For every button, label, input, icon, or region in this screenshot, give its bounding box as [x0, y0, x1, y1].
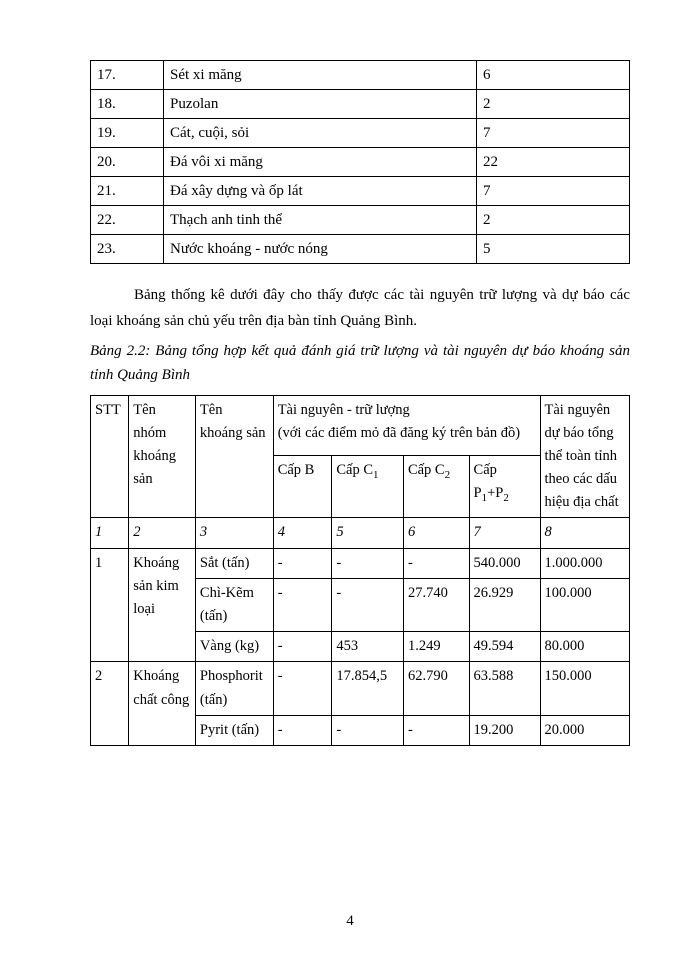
table-row: 21. Đá xây dựng và ốp lát 7 — [91, 177, 630, 206]
cell-capC2: - — [403, 548, 469, 578]
mineral-types-tbody: 17. Sét xi măng 6 18. Puzolan 2 19. Cát,… — [91, 61, 630, 264]
table-row: 20. Đá vôi xi măng 22 — [91, 148, 630, 177]
hdr-tai-nguyen-sub: (với các điểm mỏ đã đăng ký trên bản đồ) — [278, 425, 520, 441]
cell-capB: - — [273, 548, 332, 578]
cell-name: Nước khoáng - nước nóng — [164, 235, 477, 264]
cell-capB: - — [273, 715, 332, 745]
cell-num: 23. — [91, 235, 164, 264]
cell-capC2: 62.790 — [403, 662, 469, 715]
col-idx: 6 — [403, 518, 469, 548]
cell-khoang: Chì-Kẽm (tấn) — [195, 578, 273, 631]
cell-nhom: Khoáng sản kim loại — [129, 548, 196, 662]
table-row: 19. Cát, cuội, sỏi 7 — [91, 119, 630, 148]
cell-capC1: - — [332, 578, 404, 631]
table-row: 22. Thạch anh tinh thể 2 — [91, 206, 630, 235]
cell-name: Thạch anh tinh thể — [164, 206, 477, 235]
cell-capP: 19.200 — [469, 715, 540, 745]
table-caption: Bảng 2.2: Bảng tổng hợp kết quả đánh giá… — [90, 339, 630, 387]
cell-num: 21. — [91, 177, 164, 206]
cell-name: Đá vôi xi măng — [164, 148, 477, 177]
cell-num: 22. — [91, 206, 164, 235]
body-paragraph: Bảng thống kê dưới đây cho thấy được các… — [90, 282, 630, 335]
col-idx: 2 — [129, 518, 196, 548]
cell-capC2: 27.740 — [403, 578, 469, 631]
hdr-khoang: Tên khoáng sản — [195, 395, 273, 518]
cell-capC1: - — [332, 548, 404, 578]
col-idx: 8 — [540, 518, 629, 548]
hdr-tn: Tài nguyên dự báo tổng thể toàn tỉnh the… — [540, 395, 629, 518]
cell-stt: 2 — [91, 662, 129, 746]
cell-val: 22 — [477, 148, 630, 177]
cell-val: 2 — [477, 206, 630, 235]
cell-khoang: Phosphorit (tấn) — [195, 662, 273, 715]
cell-val: 6 — [477, 61, 630, 90]
cell-capC1: 17.854,5 — [332, 662, 404, 715]
cell-capB: - — [273, 578, 332, 631]
col-idx: 7 — [469, 518, 540, 548]
table-row: 1 Khoáng sản kim loại Sắt (tấn) - - - 54… — [91, 548, 630, 578]
cell-nhom: Khoáng chất công — [129, 662, 196, 746]
cell-tn: 100.000 — [540, 578, 629, 631]
cell-name: Đá xây dựng và ốp lát — [164, 177, 477, 206]
cell-khoang: Sắt (tấn) — [195, 548, 273, 578]
cell-khoang: Vàng (kg) — [195, 632, 273, 662]
cell-tn: 80.000 — [540, 632, 629, 662]
col-idx: 3 — [195, 518, 273, 548]
cell-val: 7 — [477, 119, 630, 148]
cell-name: Sét xi măng — [164, 61, 477, 90]
hdr-capC1: Cấp C1 — [332, 455, 404, 518]
mineral-types-table: 17. Sét xi măng 6 18. Puzolan 2 19. Cát,… — [90, 60, 630, 264]
cell-val: 7 — [477, 177, 630, 206]
cell-name: Puzolan — [164, 90, 477, 119]
hdr-capC2: Cấp C2 — [403, 455, 469, 518]
hdr-capP: Cấp P1+P2 — [469, 455, 540, 518]
reserve-summary-table: STT Tên nhóm khoáng sản Tên khoáng sản T… — [90, 395, 630, 746]
table-row: 18. Puzolan 2 — [91, 90, 630, 119]
cell-capP: 26.929 — [469, 578, 540, 631]
col-idx: 1 — [91, 518, 129, 548]
col-idx: 4 — [273, 518, 332, 548]
hdr-tai-nguyen-title: Tài nguyên - trữ lượng — [278, 402, 410, 418]
cell-stt: 1 — [91, 548, 129, 662]
cell-capP: 63.588 — [469, 662, 540, 715]
cell-tn: 20.000 — [540, 715, 629, 745]
hdr-capB: Cấp B — [273, 455, 332, 518]
cell-num: 18. — [91, 90, 164, 119]
hdr-stt: STT — [91, 395, 129, 518]
cell-capP: 540.000 — [469, 548, 540, 578]
hdr-nhom: Tên nhóm khoáng sản — [129, 395, 196, 518]
cell-khoang: Pyrit (tấn) — [195, 715, 273, 745]
document-page: 17. Sét xi măng 6 18. Puzolan 2 19. Cát,… — [0, 0, 700, 960]
cell-tn: 150.000 — [540, 662, 629, 715]
table-row: 2 Khoáng chất công Phosphorit (tấn) - 17… — [91, 662, 630, 715]
page-number: 4 — [0, 913, 700, 930]
cell-capC2: 1.249 — [403, 632, 469, 662]
cell-num: 19. — [91, 119, 164, 148]
hdr-tai-nguyen: Tài nguyên - trữ lượng (với các điểm mỏ … — [273, 395, 540, 455]
cell-num: 20. — [91, 148, 164, 177]
cell-capC1: 453 — [332, 632, 404, 662]
cell-capC1: - — [332, 715, 404, 745]
cell-capB: - — [273, 632, 332, 662]
cell-val: 5 — [477, 235, 630, 264]
cell-name: Cát, cuội, sỏi — [164, 119, 477, 148]
table-row: 23. Nước khoáng - nước nóng 5 — [91, 235, 630, 264]
table-row: 17. Sét xi măng 6 — [91, 61, 630, 90]
cell-tn: 1.000.000 — [540, 548, 629, 578]
col-idx: 5 — [332, 518, 404, 548]
header-row: STT Tên nhóm khoáng sản Tên khoáng sản T… — [91, 395, 630, 455]
cell-capB: - — [273, 662, 332, 715]
cell-capC2: - — [403, 715, 469, 745]
column-index-row: 1 2 3 4 5 6 7 8 — [91, 518, 630, 548]
cell-capP: 49.594 — [469, 632, 540, 662]
cell-num: 17. — [91, 61, 164, 90]
cell-val: 2 — [477, 90, 630, 119]
